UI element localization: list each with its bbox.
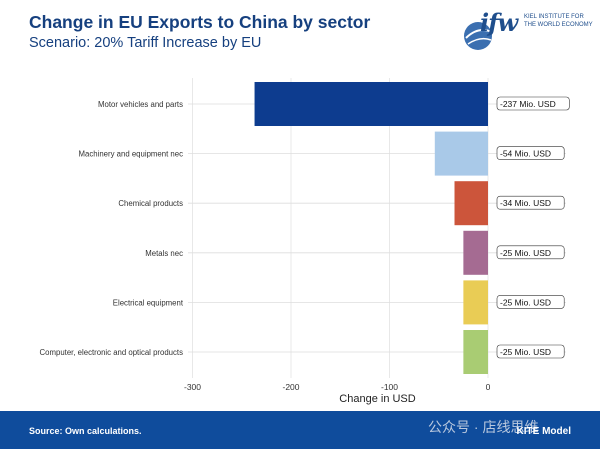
model-label: KITE Model [516, 426, 571, 437]
data-label: -25 Mio. USD [500, 248, 551, 258]
x-tick-label: 0 [486, 382, 491, 392]
logo-line-1: KIEL INSTITUTE FOR [524, 14, 584, 20]
x-tick-label: -100 [381, 382, 398, 392]
data-label: -54 Mio. USD [500, 149, 551, 159]
source-note: Source: Own calculations. [29, 426, 142, 436]
bar [463, 330, 488, 374]
data-label-box [496, 195, 565, 210]
bar [434, 131, 488, 176]
data-label: -237 Mio. USD [500, 99, 556, 109]
category-label: Chemical products [118, 199, 183, 208]
x-tick-label: -200 [282, 382, 299, 392]
data-label-box [496, 146, 565, 160]
chart-title: Change in EU Exports to China by sector [29, 12, 371, 32]
data-label: -25 Mio. USD [500, 347, 551, 357]
x-axis-label: Change in USD [339, 393, 415, 405]
globe-icon [464, 22, 493, 50]
data-label-box [496, 245, 565, 260]
data-label: -34 Mio. USD [500, 198, 551, 208]
data-label-box [496, 295, 565, 309]
category-label: Motor vehicles and parts [98, 100, 183, 109]
bar [454, 181, 488, 226]
logo-mark: ifw [480, 8, 518, 37]
bar [463, 280, 488, 325]
watermark: 公众号 · 店线思维 [428, 419, 539, 435]
category-label: Machinery and equipment nec [79, 150, 184, 159]
data-label: -25 Mio. USD [500, 297, 551, 307]
category-label: Computer, electronic and optical product… [40, 348, 184, 357]
ifw-logo: ifw KIEL INSTITUTE FOR THE WORLD ECONOMY [458, 8, 593, 54]
data-label-box [496, 96, 570, 111]
data-label-box [496, 344, 565, 359]
x-tick-label: -300 [184, 382, 201, 392]
bar [463, 230, 488, 275]
bar [254, 82, 488, 126]
chart-subtitle: Scenario: 20% Tariff Increase by EU [29, 35, 262, 51]
bar-chart: -300 -200 -100 0 Motor vehicles and parts -23… [40, 78, 570, 405]
logo-line-2: THE WORLD ECONOMY [524, 22, 593, 28]
category-label: Metals nec [145, 249, 183, 258]
category-label: Electrical equipment [113, 298, 184, 307]
footer-bar: Source: Own calculations. 公众号 · 店线思维 KIT… [0, 411, 600, 449]
